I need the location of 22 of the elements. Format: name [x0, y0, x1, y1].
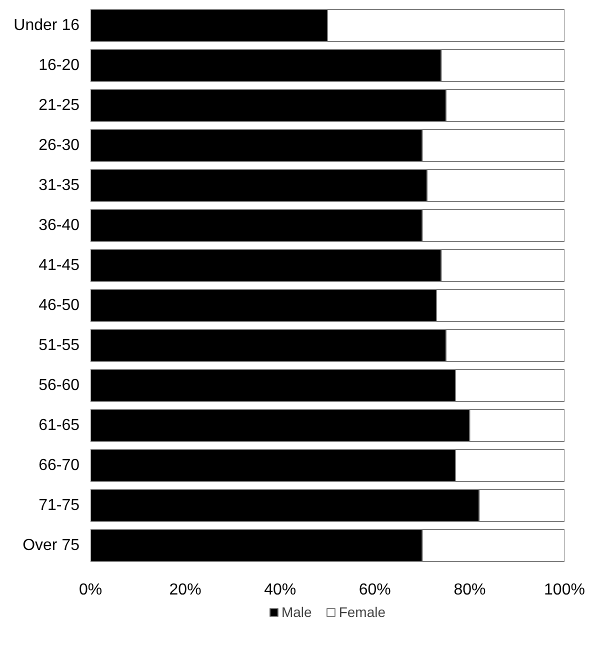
- y-tick-label: 61-65: [38, 417, 80, 434]
- x-tick-label: 40%: [264, 582, 296, 598]
- x-tick-label: 100%: [544, 582, 585, 598]
- legend-label: Female: [338, 604, 386, 620]
- legend-label: Male: [281, 604, 312, 620]
- x-tick-label: 20%: [169, 582, 202, 598]
- y-tick-label: 41-45: [38, 257, 80, 274]
- y-tick-label: 71-75: [38, 497, 80, 514]
- y-tick-label: 16-20: [38, 57, 80, 74]
- y-tick-label: 36-40: [38, 217, 80, 234]
- y-tick-label: Under 16: [14, 17, 80, 34]
- y-tick-label: 51-55: [38, 337, 80, 354]
- y-tick-label: 31-35: [38, 177, 80, 194]
- y-tick-label: 26-30: [38, 137, 80, 154]
- x-tick-label: 80%: [454, 582, 486, 598]
- y-tick-label: 46-50: [38, 297, 80, 314]
- y-tick-label: 66-70: [38, 457, 80, 474]
- x-tick-label: 60%: [358, 582, 391, 598]
- y-tick-label: 56-60: [38, 377, 80, 394]
- y-tick-label: Over 75: [22, 537, 80, 554]
- x-tick-label: 0%: [78, 582, 102, 598]
- y-tick-label: 21-25: [38, 97, 80, 114]
